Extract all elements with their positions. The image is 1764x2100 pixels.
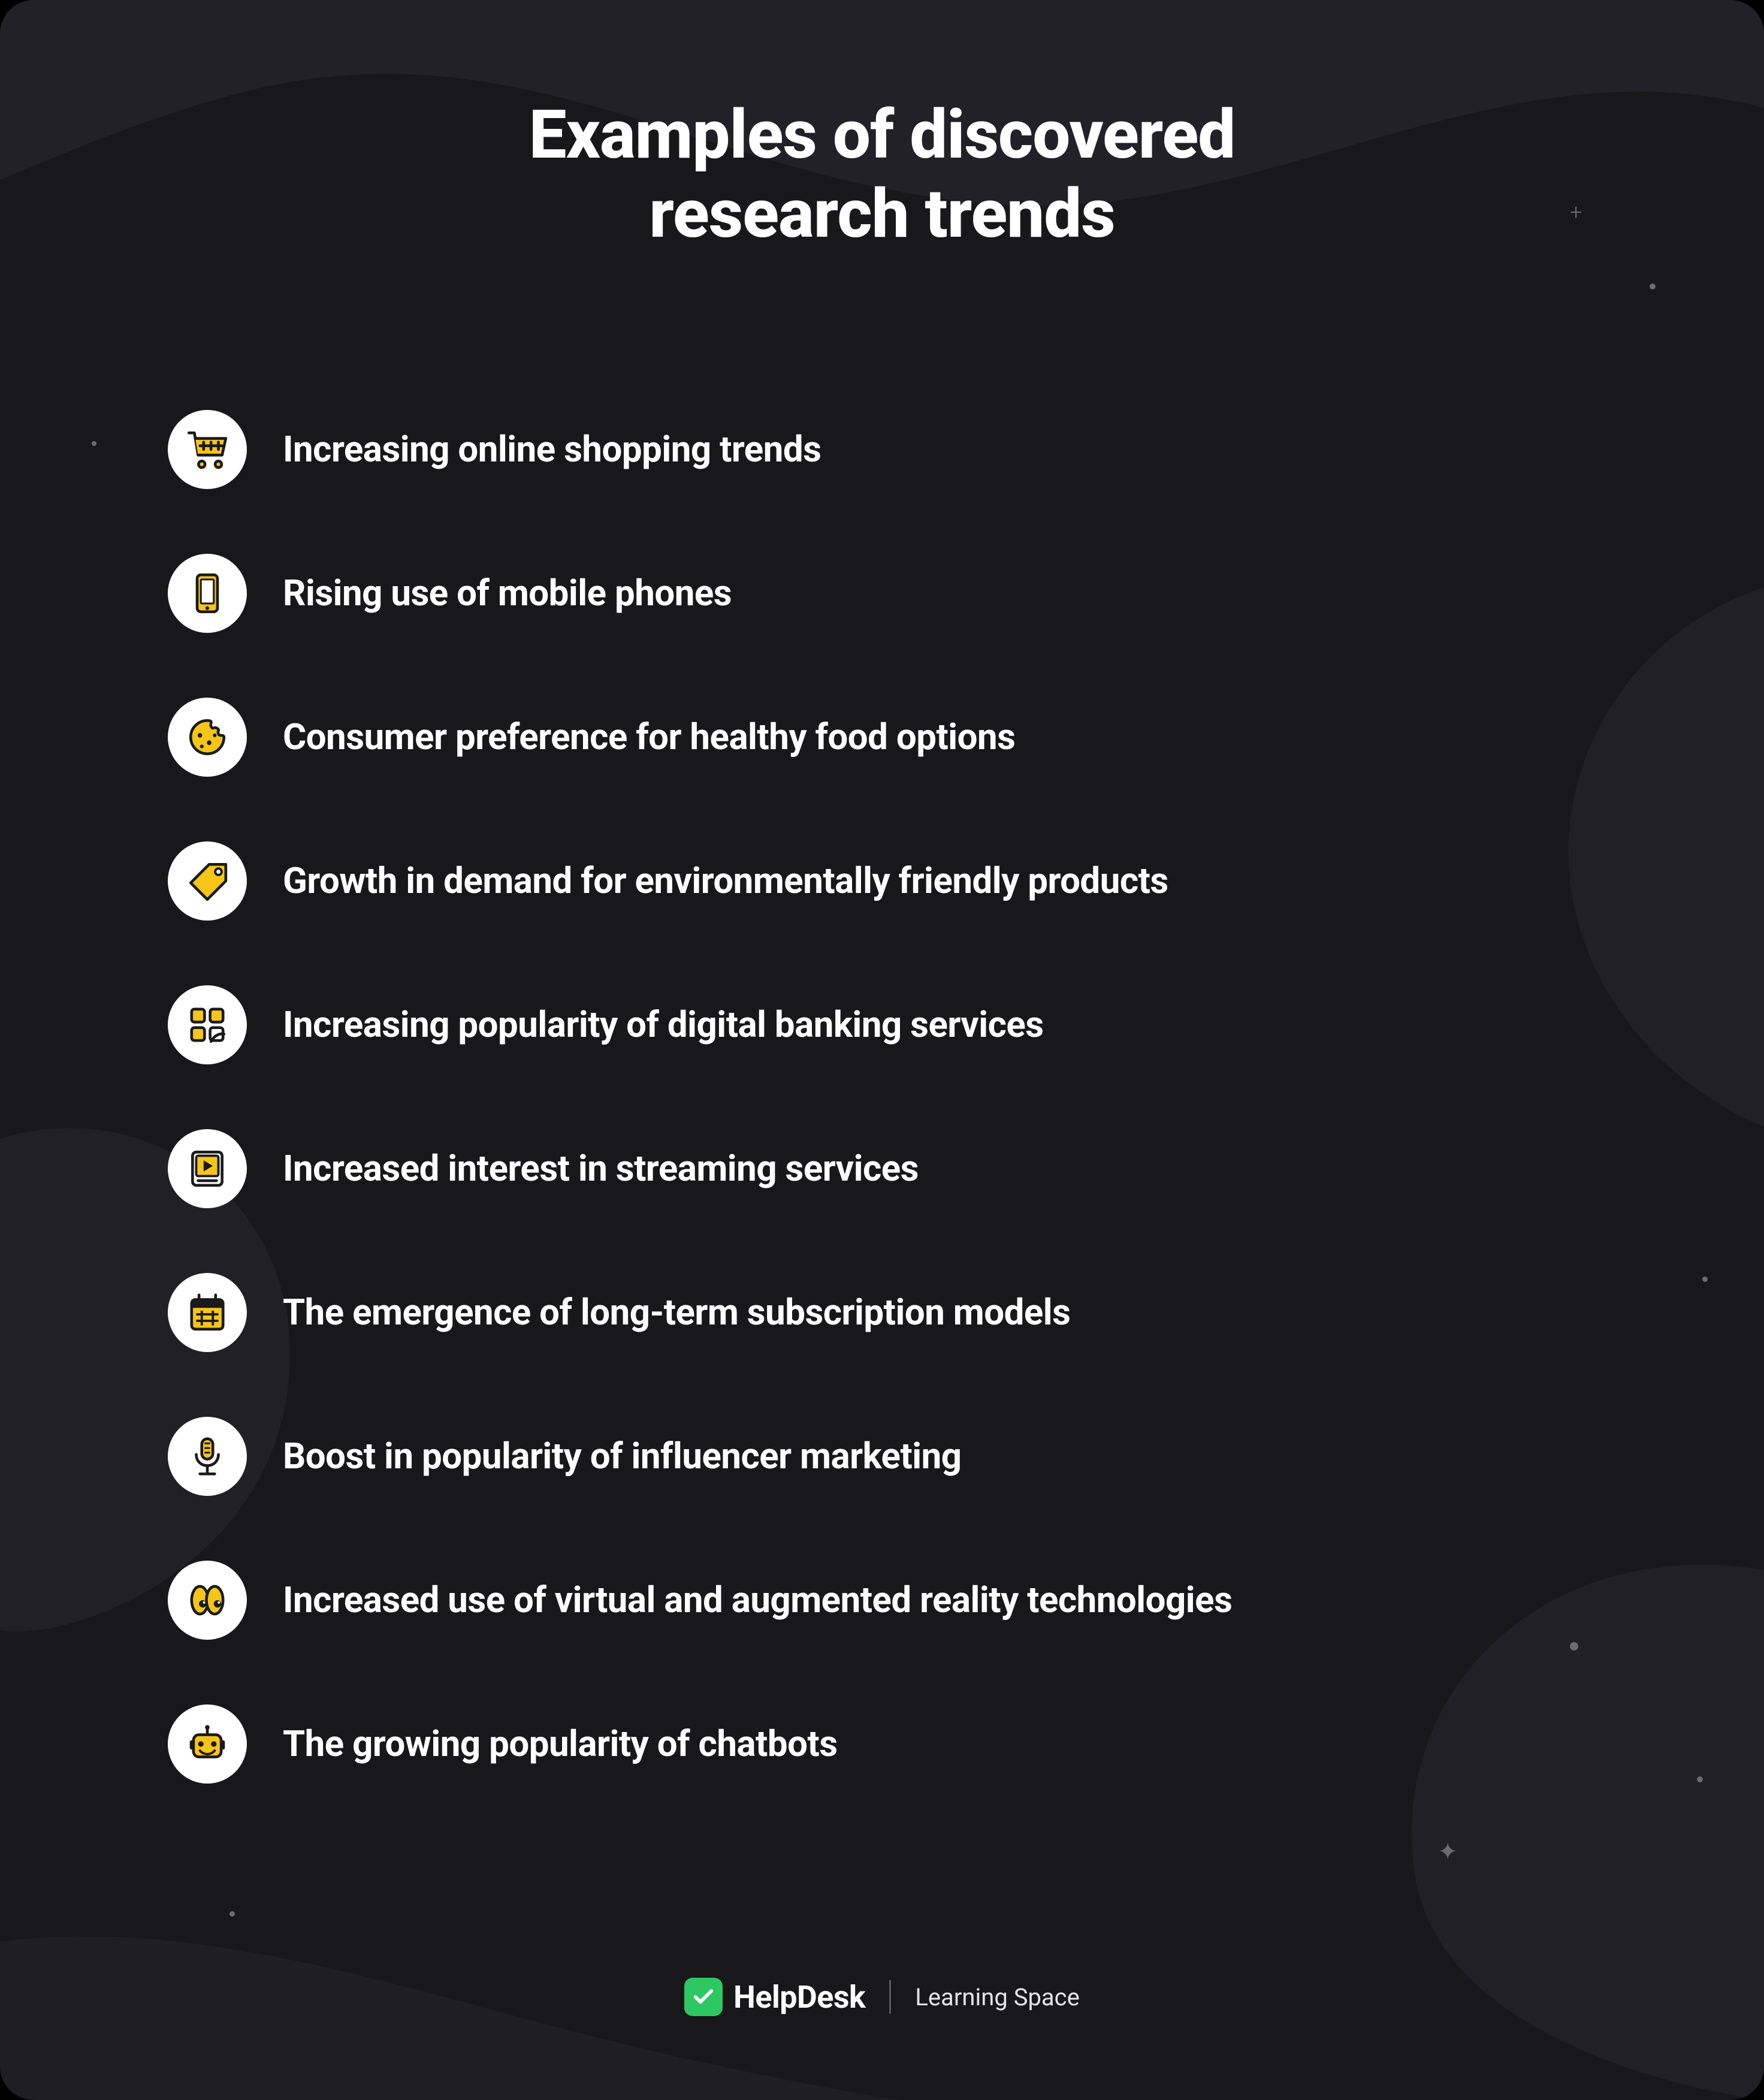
list-item: The growing popularity of chatbots bbox=[168, 1704, 1620, 1784]
play-icon bbox=[168, 1129, 247, 1208]
title-line-2: research trends bbox=[649, 175, 1114, 254]
list-item: Boost in popularity of influencer market… bbox=[168, 1417, 1620, 1496]
list-item-label: The growing popularity of chatbots bbox=[283, 1721, 838, 1767]
calendar-icon bbox=[168, 1273, 247, 1352]
brand-checkmark-icon bbox=[684, 1978, 723, 2016]
phone-icon bbox=[168, 554, 247, 633]
list-item-label: Boost in popularity of influencer market… bbox=[283, 1434, 962, 1480]
eyes-icon bbox=[168, 1561, 247, 1640]
list-item: Rising use of mobile phones bbox=[168, 554, 1620, 633]
list-item: Increasing online shopping trends bbox=[168, 410, 1620, 489]
cookie-icon bbox=[168, 698, 247, 777]
list-item: The emergence of long-term subscription … bbox=[168, 1273, 1620, 1352]
footer: HelpDesk Learning Space bbox=[0, 1978, 1764, 2100]
brand-name: HelpDesk bbox=[733, 1979, 865, 2015]
list-item: Increased use of virtual and augmented r… bbox=[168, 1561, 1620, 1640]
list-item-label: Consumer preference for healthy food opt… bbox=[283, 714, 1015, 761]
cart-icon bbox=[168, 410, 247, 489]
list-item: Increasing popularity of digital banking… bbox=[168, 985, 1620, 1064]
apps-icon bbox=[168, 985, 247, 1064]
list-item-label: Increased interest in streaming services bbox=[283, 1146, 919, 1192]
list-item-label: Rising use of mobile phones bbox=[283, 571, 732, 617]
list-item-label: Increasing online shopping trends bbox=[283, 427, 821, 473]
list-item: Increased interest in streaming services bbox=[168, 1129, 1620, 1208]
trend-list: Increasing online shopping trends Rising… bbox=[144, 410, 1620, 1784]
tag-icon bbox=[168, 841, 247, 921]
list-item-label: The emergence of long-term subscription … bbox=[283, 1290, 1070, 1336]
brand-logo: HelpDesk bbox=[684, 1978, 865, 2016]
title-line-1: Examples of discovered bbox=[529, 96, 1236, 174]
list-item: Consumer preference for healthy food opt… bbox=[168, 698, 1620, 777]
list-item-label: Increasing popularity of digital banking… bbox=[283, 1002, 1044, 1048]
list-item-label: Growth in demand for environmentally fri… bbox=[283, 858, 1168, 904]
infographic-card: + ✦ Examples of discovered research tren… bbox=[0, 0, 1764, 2100]
list-item: Growth in demand for environmentally fri… bbox=[168, 841, 1620, 921]
list-item-label: Increased use of virtual and augmented r… bbox=[283, 1577, 1232, 1624]
mic-icon bbox=[168, 1417, 247, 1496]
robot-icon bbox=[168, 1704, 247, 1784]
footer-subtitle: Learning Space bbox=[915, 1983, 1079, 2011]
footer-divider bbox=[889, 1980, 891, 2014]
page-title: Examples of discovered research trends bbox=[144, 96, 1620, 254]
